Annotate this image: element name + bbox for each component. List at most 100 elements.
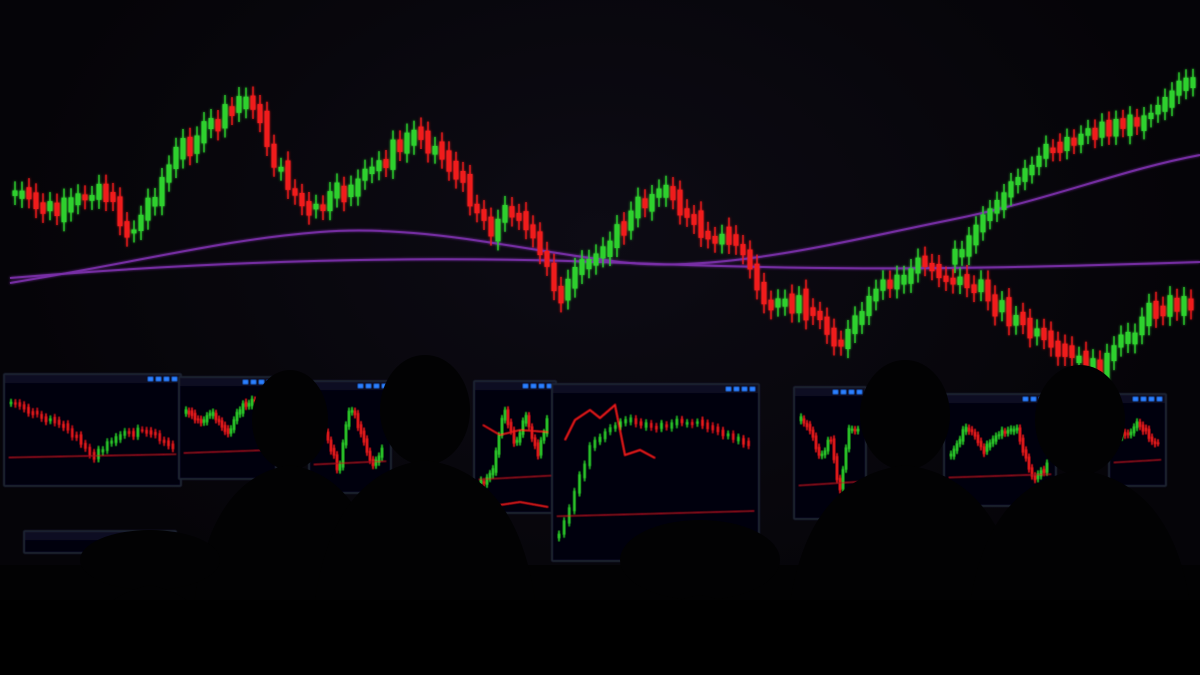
monitor-candle [71, 428, 74, 438]
wall-upper-candle [1127, 114, 1133, 136]
monitor-candle [14, 402, 17, 405]
wall-candle [152, 197, 158, 207]
wall-candle [684, 208, 690, 218]
wall-candle [124, 221, 130, 238]
wall-upper-candle [1113, 118, 1119, 137]
monitor-candle [167, 440, 170, 447]
monitor-candle [224, 424, 226, 432]
monitor-candle [614, 425, 617, 429]
monitor-candle [492, 468, 494, 476]
monitor-candle [1154, 441, 1156, 445]
monitor-candle [369, 450, 371, 461]
wall-candle [495, 218, 501, 242]
monitor-ma-line [183, 449, 272, 454]
monitor-candle [45, 416, 47, 423]
wall-candle [621, 221, 627, 236]
monitor-candle [40, 414, 43, 419]
monitor-candle [519, 432, 521, 443]
wall-candle [698, 210, 704, 238]
wall-candle [299, 192, 305, 207]
wall-candle [166, 164, 172, 183]
wall-candle [61, 197, 67, 223]
wall-upper-candle [1162, 97, 1168, 112]
monitor-candle [706, 422, 709, 430]
monitor-candle [345, 424, 347, 446]
wall-candle [390, 139, 396, 170]
monitor-candle [845, 447, 847, 470]
wall-candle [999, 300, 1005, 313]
wall-candle [572, 267, 578, 289]
monitor-candle [732, 433, 735, 440]
monitor-candle [563, 520, 566, 535]
monitor-candle [665, 424, 668, 428]
person-head [380, 355, 470, 465]
wall-candle [810, 307, 816, 316]
monitor-candle [974, 431, 976, 437]
monitor-candle [53, 416, 56, 424]
wall-upper-candle [1085, 128, 1091, 136]
monitor-candle [188, 410, 190, 415]
monitor-candle [965, 426, 967, 432]
wall-candle [1174, 297, 1180, 312]
monitor-candle [378, 455, 380, 463]
monitor-candle [1127, 432, 1129, 436]
wall-candle [180, 138, 186, 160]
wall-candle [187, 136, 193, 157]
wall-upper-candle [1022, 168, 1028, 182]
wall-candle [1139, 316, 1145, 336]
monitor-candle [372, 459, 374, 467]
monitor-candle [842, 469, 844, 490]
monitor-candle [1157, 442, 1159, 445]
wall-candle [852, 315, 858, 334]
monitor-candle [959, 438, 961, 445]
wall-candle [586, 258, 592, 270]
monitor-candle [339, 463, 341, 471]
toolbar-button-icon [734, 387, 739, 391]
wall-candle [747, 249, 753, 270]
monitor-candle [495, 450, 497, 473]
monitor-candle [66, 423, 69, 431]
monitor-candle [599, 436, 601, 443]
toolbar-button-icon [1157, 397, 1162, 401]
wall-candle [250, 95, 256, 110]
wall-candle [26, 187, 32, 200]
monitor-candle [619, 421, 622, 428]
monitor-candle [827, 439, 829, 452]
monitor-candle [971, 429, 973, 433]
toolbar-button-icon [243, 380, 248, 384]
monitor-candle [722, 429, 724, 437]
monitor-candle [1019, 427, 1021, 442]
monitor-candle [711, 425, 714, 431]
monitor-candle [1007, 429, 1009, 434]
monitor-candle [962, 429, 964, 442]
wall-chart [9, 68, 1200, 392]
monitor-candle [501, 418, 503, 436]
wall-candle [775, 298, 781, 308]
monitor-candle [696, 421, 699, 424]
wall-candle [509, 206, 515, 218]
monitor-candle [1010, 428, 1012, 432]
monitor-candle [251, 398, 253, 407]
monitor-candle [381, 447, 383, 458]
moving-average-line [9, 258, 1200, 279]
monitor-candle [218, 418, 220, 423]
wall-candle [89, 195, 95, 201]
monitor-candle [145, 429, 148, 434]
wall-candle [922, 255, 928, 268]
monitor-candle [857, 428, 859, 432]
wall-upper-candle [987, 208, 993, 221]
wall-candle [1027, 317, 1033, 339]
wall-candle [915, 257, 921, 274]
monitor-toolbar [553, 385, 758, 393]
wall-candle [103, 183, 109, 202]
monitor-candle [245, 401, 247, 407]
wall-upper-candle [1092, 127, 1098, 140]
monitor-candle [357, 413, 359, 429]
monitor-candle [655, 425, 658, 430]
monitor-ma-line [313, 460, 387, 465]
wall-candle [159, 177, 165, 207]
monitor-screen [5, 375, 180, 485]
toolbar-button-icon [857, 390, 862, 394]
foreground-shadow [0, 600, 1200, 675]
